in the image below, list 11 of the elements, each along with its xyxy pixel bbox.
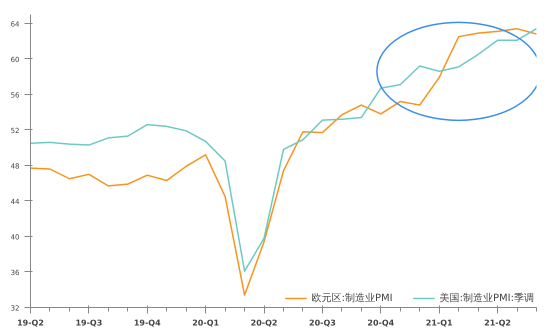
x-tick-label: 21-Q1 [426, 318, 454, 328]
x-tick-label: 19-Q2 [17, 318, 44, 328]
x-tick-label: 19-Q4 [134, 318, 162, 328]
legend-label: 美国:制造业PMI:季调 [440, 292, 534, 305]
x-tick-label: 20-Q3 [309, 318, 336, 328]
x-tick-label: 19-Q3 [75, 318, 102, 328]
x-tick-label: 20-Q4 [367, 318, 395, 328]
x-tick-label: 20-Q2 [250, 318, 278, 328]
x-tick-label: 20-Q1 [192, 318, 220, 328]
x-tick-label: 21-Q2 [484, 318, 511, 328]
legend-label: 欧元区:制造业PMI [312, 292, 393, 305]
